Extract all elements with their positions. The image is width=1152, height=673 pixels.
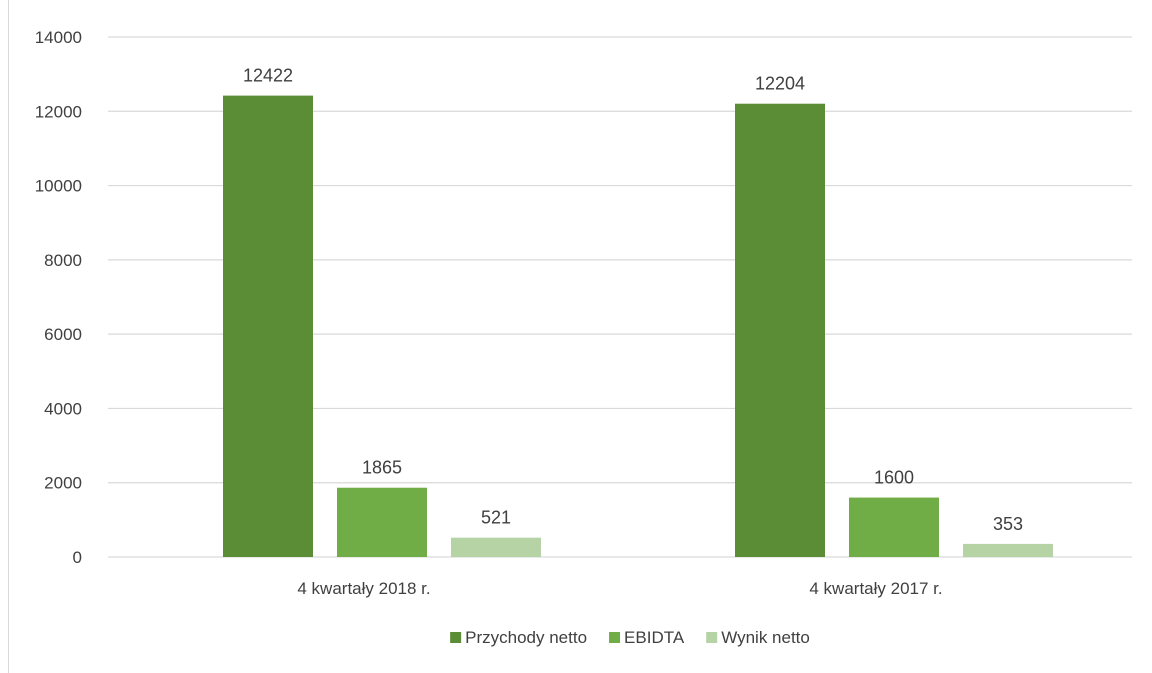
x-axis-category-labels: 4 kwartały 2018 r. 4 kwartały 2017 r.: [297, 579, 942, 598]
bars: [223, 95, 1053, 558]
bar: [337, 487, 427, 557]
bar: [849, 497, 939, 557]
data-labels: 12422 1865 521 12204 1600 353: [243, 66, 1023, 534]
legend-label: Przychody netto: [465, 628, 587, 647]
bar: [451, 537, 541, 557]
data-label: 1600: [874, 468, 914, 488]
data-label: 12204: [755, 74, 805, 94]
y-tick-label: 14000: [35, 28, 82, 47]
bar: [735, 103, 825, 558]
y-tick-label: 8000: [44, 251, 82, 270]
legend-label: Wynik netto: [721, 628, 810, 647]
y-tick-label: 6000: [44, 325, 82, 344]
data-label: 353: [993, 514, 1023, 534]
legend-swatch: [706, 632, 718, 643]
chart-frame: [8, 0, 1152, 673]
y-axis-tick-labels: 0 2000 4000 6000 8000 10000 12000 14000: [35, 28, 82, 567]
legend-item: EBIDTA: [609, 628, 685, 647]
y-tick-label: 4000: [44, 399, 82, 418]
data-label: 1865: [362, 458, 402, 478]
x-category-label: 4 kwartały 2018 r.: [297, 579, 430, 598]
legend-item: Wynik netto: [706, 628, 810, 647]
data-label: 12422: [243, 66, 293, 86]
x-category-label: 4 kwartały 2017 r.: [809, 579, 942, 598]
legend-swatch: [450, 632, 462, 643]
data-label: 521: [481, 508, 511, 528]
legend: Przychody netto EBIDTA Wynik netto: [450, 628, 810, 647]
bar: [223, 95, 313, 558]
y-tick-label: 12000: [35, 102, 82, 121]
y-tick-label: 2000: [44, 474, 82, 493]
y-tick-label: 0: [73, 548, 82, 567]
bar: [963, 543, 1053, 557]
legend-swatch: [609, 632, 621, 643]
y-tick-label: 10000: [35, 177, 82, 196]
legend-label: EBIDTA: [624, 628, 685, 647]
legend-item: Przychody netto: [450, 628, 587, 647]
